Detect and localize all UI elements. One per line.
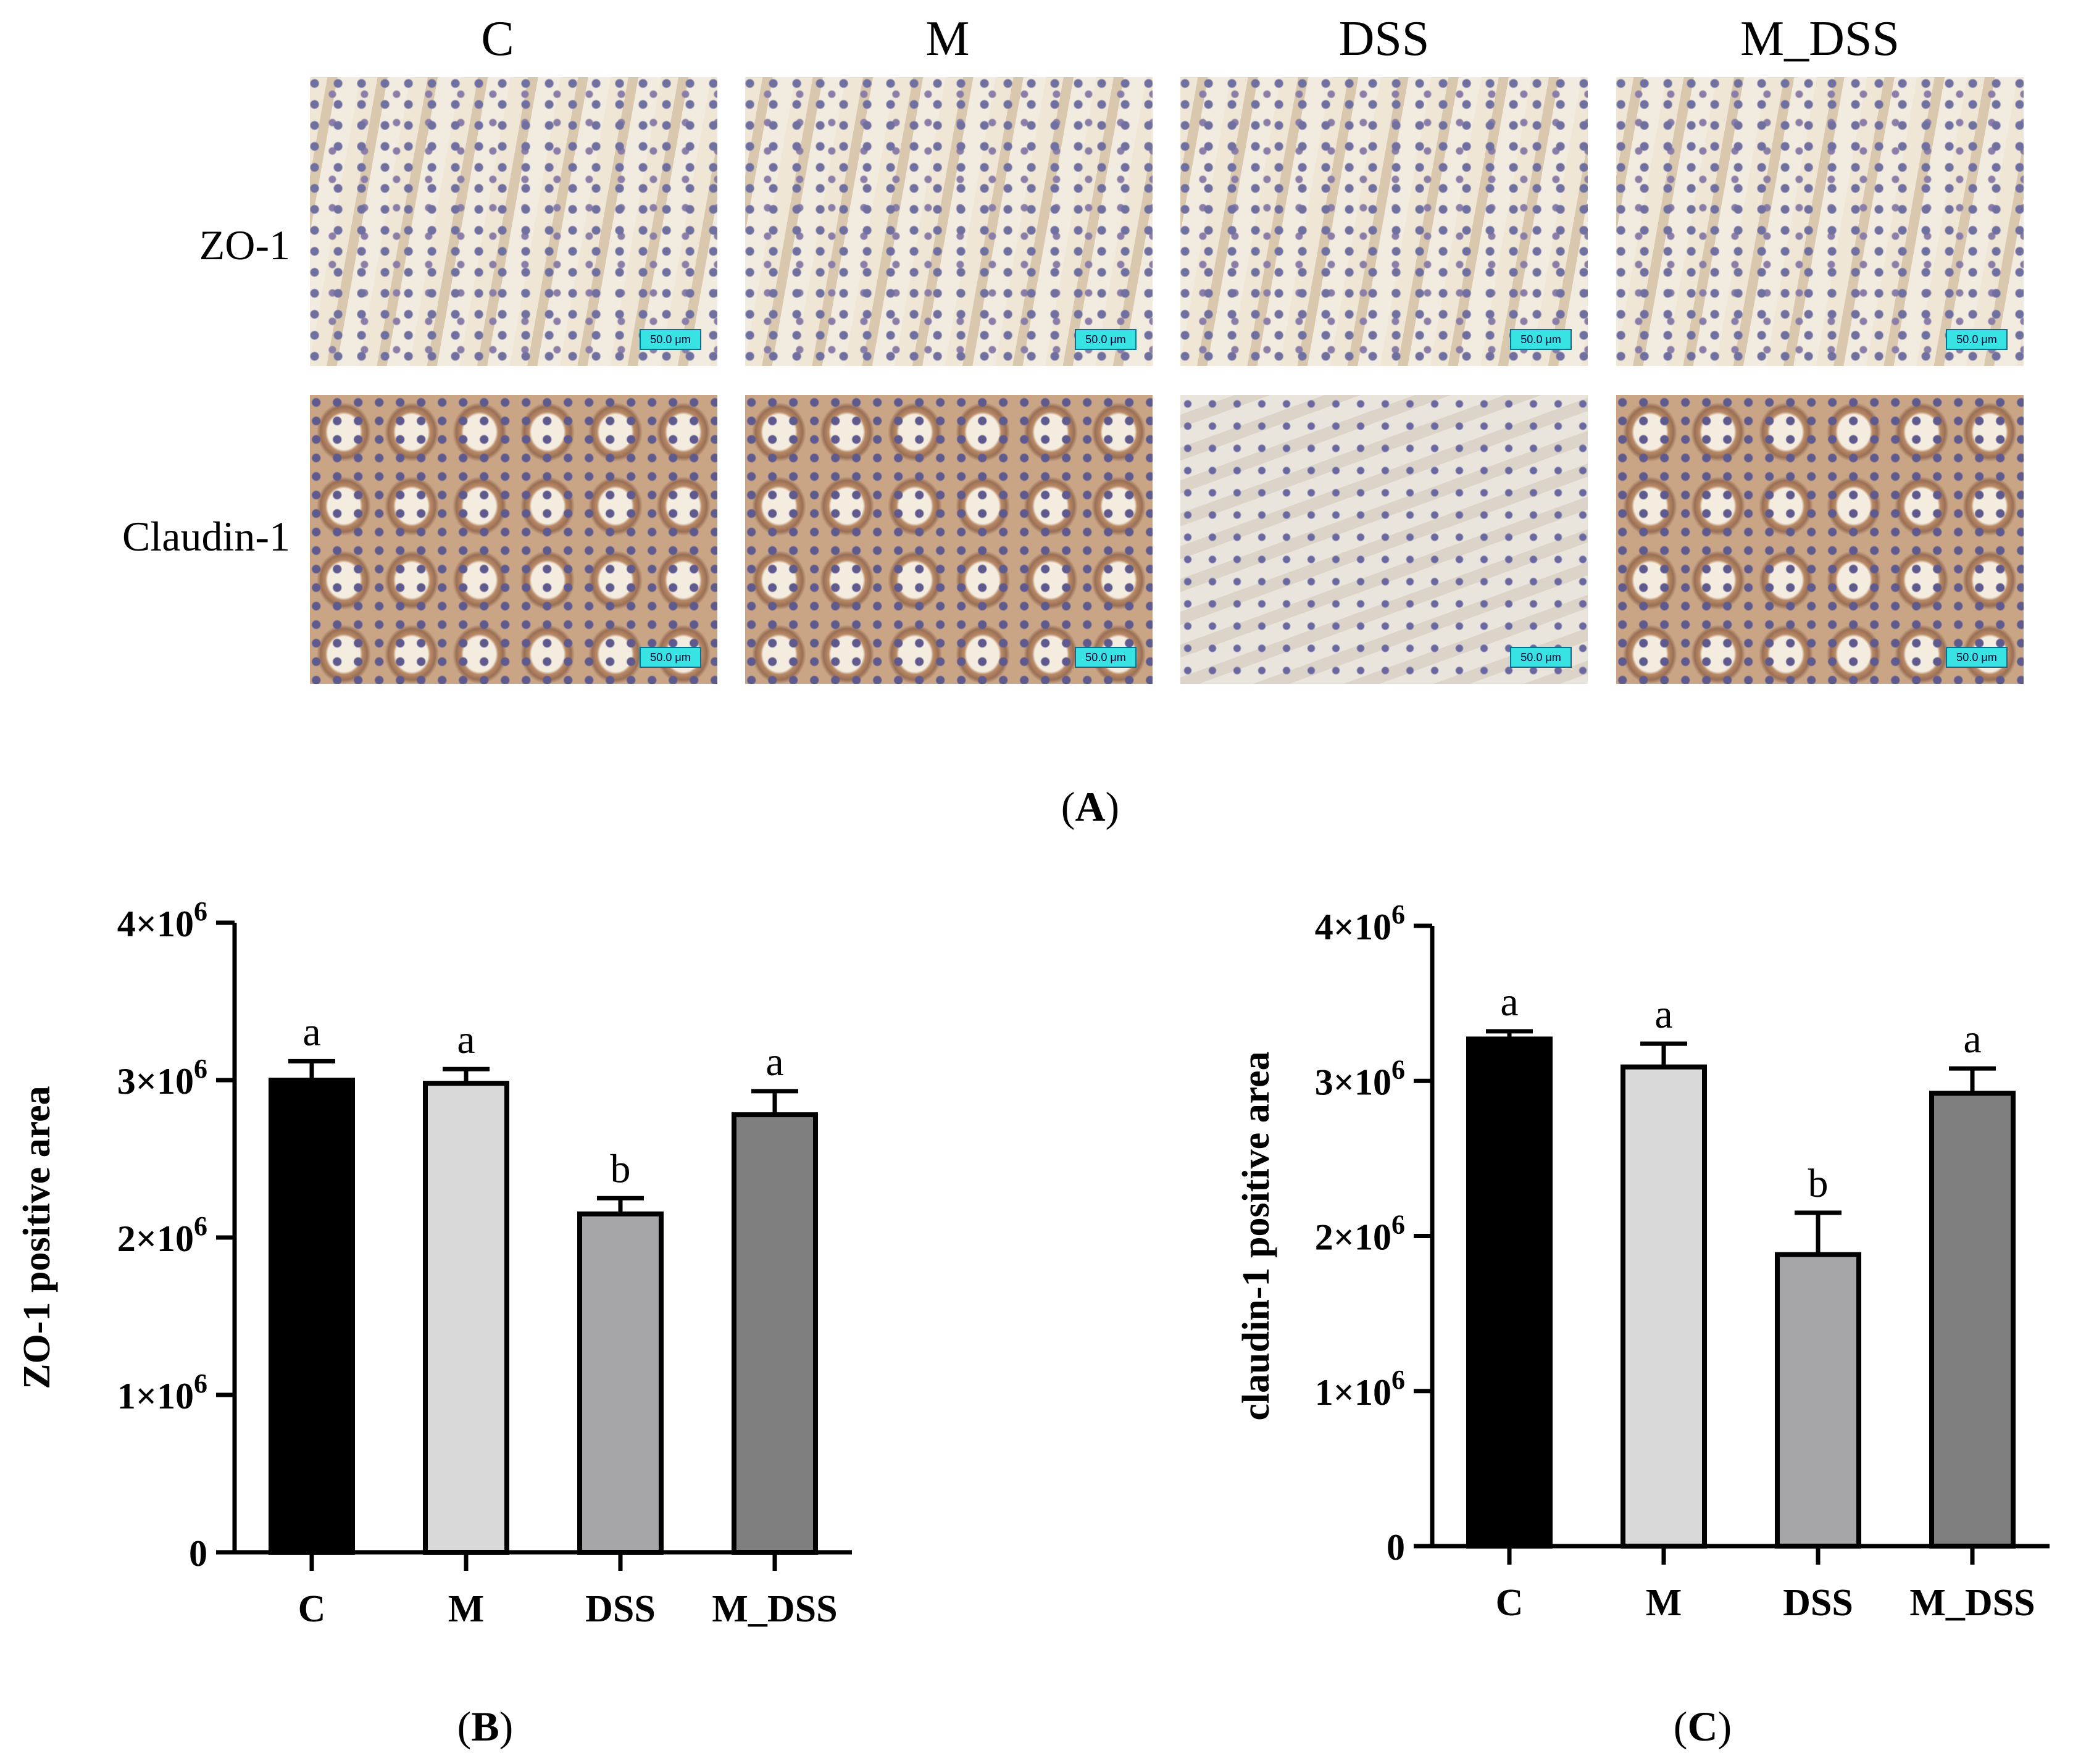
x-tick-label: C [1496, 1582, 1524, 1624]
panel-label-c: (C) [1673, 1703, 1732, 1750]
scale-bar: 50.0 μm [1075, 329, 1137, 350]
significance-letter: a [765, 1039, 783, 1084]
scale-bar: 50.0 μm [1946, 329, 2008, 350]
micrograph-claudin1-dss: 50.0 μm [1180, 395, 1588, 684]
bar-chart-zo1: ZO-1 positive area 0 1×106 2×106 3×106 4×106 a… [16, 896, 852, 1630]
significance-letter: a [1963, 1017, 1981, 1062]
panel-label-b: (B) [457, 1703, 514, 1750]
significance-letter: a [457, 1017, 475, 1062]
y-axis-label: claudin-1 positive area [1235, 1051, 1277, 1420]
bar-m [1621, 1064, 1707, 1549]
significance-letter: a [302, 1009, 320, 1054]
x-tick-label: M [448, 1588, 485, 1630]
bar-c [1466, 1036, 1553, 1549]
micrograph-zo1-c: 50.0 μm [310, 77, 717, 366]
bar-chart-claudin1: claudin-1 positive area 0 1×106 2×106 3×106 4… [1235, 899, 2050, 1624]
scale-bar: 50.0 μm [640, 329, 701, 350]
micrograph-zo1-m: 50.0 μm [745, 77, 1153, 366]
x-tick-label: M_DSS [712, 1588, 837, 1630]
y-tick-label: 3×106 [117, 1054, 207, 1102]
y-tick-label: 3×106 [1315, 1054, 1405, 1102]
column-header-m: M [925, 12, 970, 66]
x-tick-label: C [298, 1588, 326, 1630]
scale-bar: 50.0 μm [1946, 647, 2008, 668]
y-tick-label: 2×106 [117, 1211, 207, 1259]
x-tick-label: M_DSS [1909, 1582, 2035, 1624]
micrograph-zo1-m-dss: 50.0 μm [1616, 77, 2024, 366]
significance-letter: a [1500, 980, 1518, 1025]
x-tick-label: DSS [1783, 1582, 1853, 1624]
column-header-dss: DSS [1338, 12, 1430, 66]
bar-m [423, 1081, 509, 1555]
micrograph-zo1-dss: 50.0 μm [1180, 77, 1588, 366]
micrograph-claudin1-c: 50.0 μm [310, 395, 717, 684]
y-tick-label: 2×106 [1315, 1210, 1405, 1258]
row-header-claudin1: Claudin-1 [122, 513, 290, 560]
y-tick-label: 1×106 [117, 1368, 207, 1417]
column-header-c: C [481, 12, 514, 66]
y-tick-label: 4×106 [117, 896, 207, 944]
bar-c [269, 1078, 355, 1555]
bar-dss [577, 1211, 664, 1555]
bar-dss [1775, 1252, 1861, 1549]
micrograph-claudin1-m: 50.0 μm [745, 395, 1153, 684]
bar-m-dss [1929, 1091, 2016, 1549]
y-tick-label: 0 [189, 1533, 207, 1574]
scale-bar: 50.0 μm [1510, 329, 1572, 350]
column-header-m-dss: M_DSS [1740, 12, 1900, 66]
y-tick-label: 4×106 [1315, 899, 1405, 947]
scale-bar: 50.0 μm [1510, 647, 1572, 668]
row-header-zo1: ZO-1 [199, 222, 290, 268]
significance-letter: b [1808, 1161, 1829, 1206]
significance-letter: b [611, 1146, 631, 1191]
bar-m-dss [732, 1112, 818, 1555]
x-tick-label: M [1646, 1582, 1682, 1624]
y-axis-label: ZO-1 positive area [16, 1086, 58, 1389]
y-tick-label: 1×106 [1315, 1365, 1405, 1413]
micrograph-claudin1-m-dss: 50.0 μm [1616, 395, 2024, 684]
scale-bar: 50.0 μm [640, 647, 701, 668]
scale-bar: 50.0 μm [1075, 647, 1137, 668]
y-tick-label: 0 [1387, 1527, 1405, 1568]
x-tick-label: DSS [585, 1588, 656, 1630]
significance-letter: a [1654, 992, 1672, 1037]
panel-label-a: (A) [1061, 783, 1120, 830]
